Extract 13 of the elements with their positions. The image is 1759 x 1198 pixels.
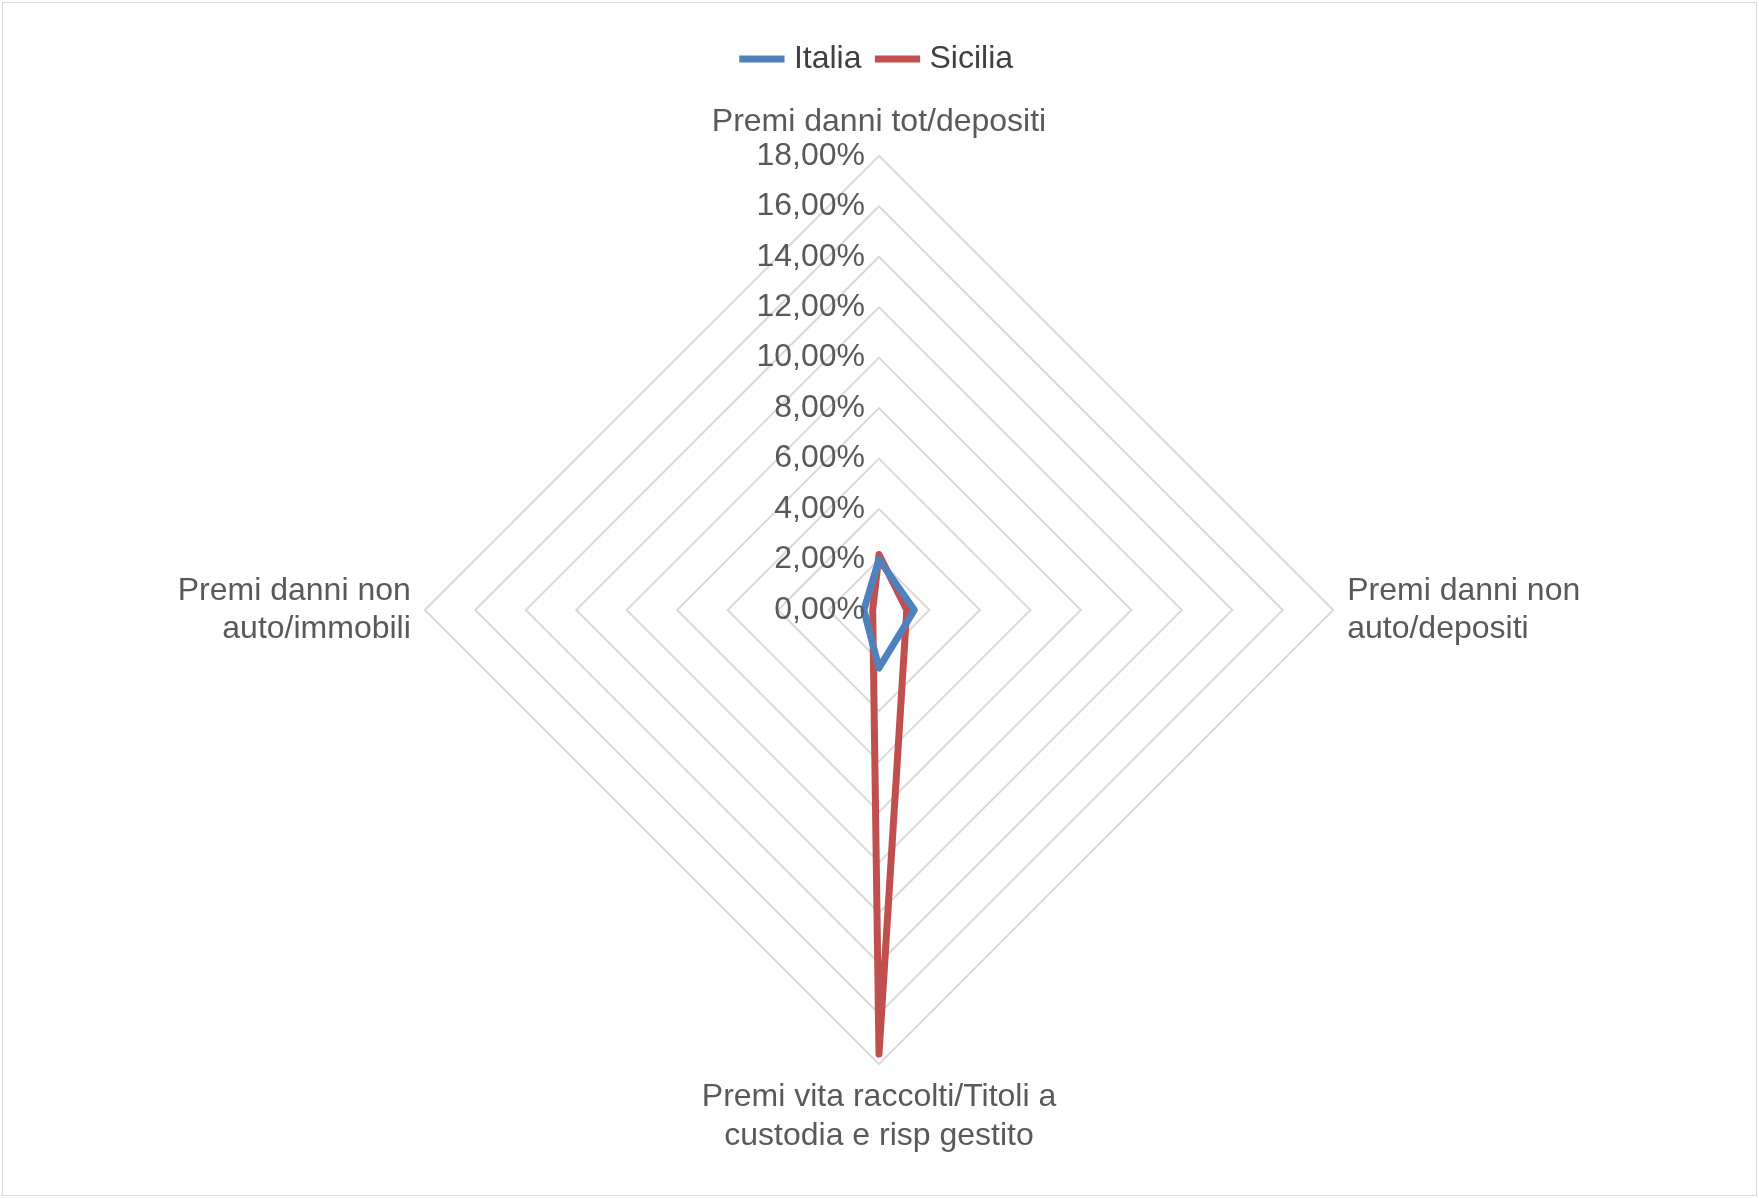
y-tick-label: 8,00%	[774, 387, 865, 424]
y-tick-label: 12,00%	[756, 287, 865, 324]
spoke-label: Premi danni non auto/immobili	[177, 570, 411, 646]
y-tick-label: 14,00%	[756, 236, 865, 273]
legend-label: Sicilia	[929, 38, 1014, 75]
spoke-label: Premi danni non auto/depositi	[1347, 570, 1581, 646]
spoke-label: Premi vita raccolti/Titoli a custodia e risp gestito	[701, 1077, 1057, 1152]
y-tick-label: 16,00%	[756, 186, 865, 223]
y-tick-label: 4,00%	[774, 488, 865, 525]
y-tick-label: 10,00%	[756, 337, 865, 374]
y-tick-label: 2,00%	[774, 539, 865, 576]
legend-label: Italia	[793, 38, 862, 75]
y-tick-label: 6,00%	[774, 438, 865, 475]
